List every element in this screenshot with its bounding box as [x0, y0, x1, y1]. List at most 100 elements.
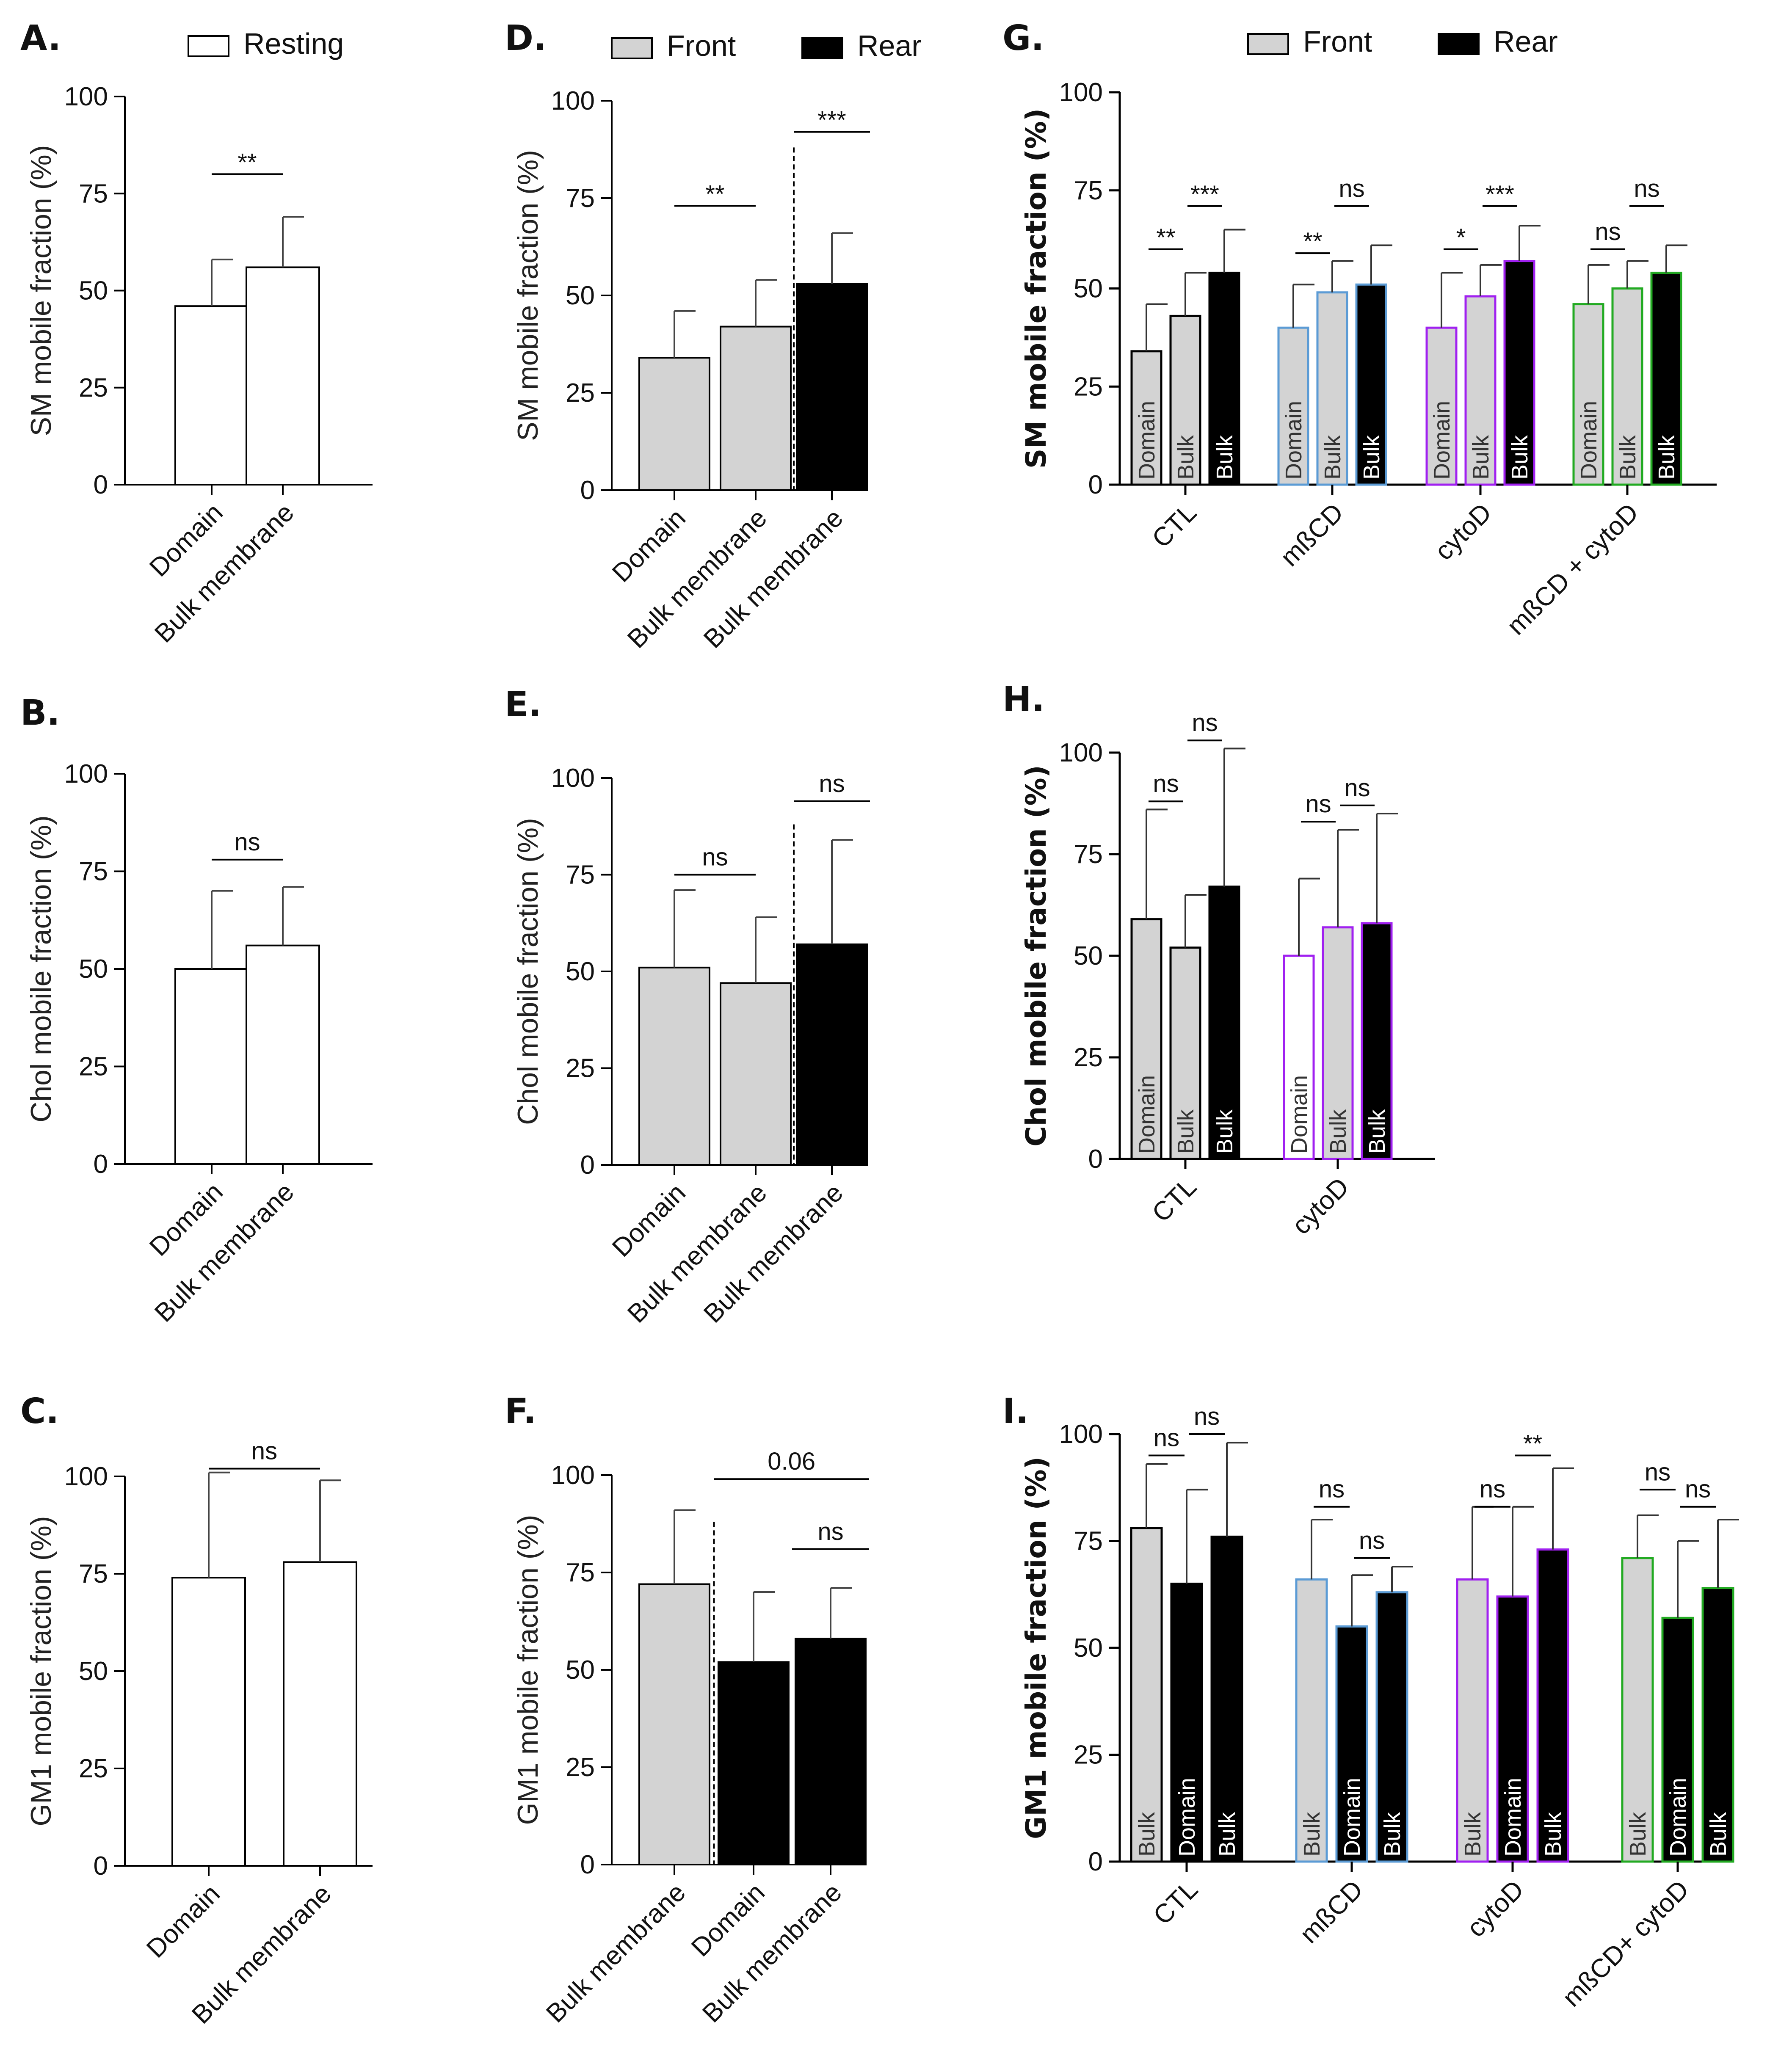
x-tick-label-i-2: cytoD — [1461, 1875, 1530, 1943]
x-tick-label-d-0: Domain — [607, 503, 691, 588]
x-tick-label-g-2: cytoD — [1429, 498, 1497, 566]
y-axis-title-h: Chol mobile fraction (%) — [1020, 765, 1052, 1147]
y-tick-label-b: 25 — [79, 1052, 108, 1081]
bar-label-h-0-1: Bulk — [1173, 1109, 1198, 1154]
sig-g-0-0-label: ** — [1156, 224, 1175, 251]
bar-e-0 — [638, 966, 710, 1166]
panel-label-b: B. — [20, 693, 60, 733]
panel-label-d: D. — [505, 18, 547, 58]
bar-g-1-0 — [1277, 326, 1309, 486]
y-axis-title-c: GM1 mobile fraction (%) — [25, 1516, 57, 1826]
bar-e-2 — [796, 943, 868, 1166]
y-axis-title-b: Chol mobile fraction (%) — [25, 815, 57, 1123]
bar-f-2 — [795, 1638, 867, 1865]
x-tick-label-e-1: Bulk membrane — [622, 1178, 773, 1329]
sig-g-2-0-label: * — [1456, 224, 1466, 251]
sig-e-1-label: ns — [819, 770, 845, 797]
sig-d-0-label: ** — [705, 180, 724, 208]
bar-g-2-0 — [1425, 326, 1458, 486]
y-tick-label-i: 0 — [1088, 1847, 1103, 1876]
x-tick-label-i-0: CTL — [1148, 1875, 1204, 1931]
bar-g-3-0 — [1572, 303, 1604, 486]
bar-e-1 — [720, 982, 792, 1166]
bar-label-i-3-0: Bulk — [1625, 1812, 1651, 1857]
x-tick-label-f-0: Bulk membrane — [541, 1878, 691, 2028]
bar-label-i-2-0: Bulk — [1460, 1812, 1486, 1857]
bar-f-0 — [638, 1583, 710, 1866]
y-tick-label-h: 75 — [1074, 840, 1103, 869]
bar-label-h-1-0: Domain — [1287, 1075, 1312, 1154]
panel-label-e: E. — [505, 684, 541, 725]
y-tick-label-i: 50 — [1074, 1633, 1103, 1663]
y-tick-label-g: 100 — [1059, 78, 1103, 107]
bar-label-i-0-1: Domain — [1174, 1778, 1200, 1857]
bar-label-i-1-0: Bulk — [1299, 1812, 1325, 1857]
bar-label-g-1-2: Bulk — [1359, 435, 1384, 480]
y-tick-label-i: 25 — [1074, 1741, 1103, 1770]
bar-i-0-2 — [1210, 1535, 1243, 1863]
y-tick-label-g: 75 — [1074, 176, 1103, 205]
panel-label-f: F. — [505, 1391, 536, 1432]
legend-swatch-g-0 — [1247, 33, 1289, 55]
sig-i-0-0-label: ns — [1154, 1424, 1179, 1452]
sig-i-2-0-label: ns — [1480, 1476, 1505, 1503]
bar-label-i-1-1: Domain — [1339, 1778, 1365, 1857]
y-tick-label-c: 75 — [79, 1559, 108, 1589]
y-tick-label-d: 25 — [566, 378, 595, 408]
sig-i-3-0-label: ns — [1645, 1458, 1671, 1486]
bar-i-2-2 — [1536, 1548, 1569, 1863]
bar-label-g-3-2: Bulk — [1654, 435, 1679, 480]
legend-label-g-0: Front — [1303, 25, 1372, 58]
legend-swatch-d-0 — [611, 37, 653, 59]
sig-d-1-label: *** — [817, 107, 846, 134]
x-tick-label-g-0: CTL — [1146, 498, 1202, 554]
y-tick-label-b: 0 — [94, 1150, 108, 1179]
panel-label-h: H. — [1002, 679, 1045, 720]
panel-label-g: G. — [1002, 18, 1044, 58]
sig-g-3-1-label: ns — [1634, 175, 1659, 202]
bar-label-i-2-1: Domain — [1500, 1778, 1526, 1857]
y-tick-label-a: 100 — [64, 82, 108, 111]
y-tick-label-b: 100 — [64, 759, 108, 789]
y-tick-label-g: 0 — [1088, 470, 1103, 499]
y-tick-label-d: 75 — [566, 184, 595, 213]
bar-label-i-0-2: Bulk — [1215, 1812, 1240, 1857]
y-tick-label-f: 100 — [551, 1461, 595, 1490]
bar-d-0 — [638, 357, 710, 491]
bar-label-h-0-2: Bulk — [1212, 1109, 1237, 1154]
legend-label-a-0: Resting — [243, 27, 344, 60]
sig-f-0-label: 0.06 — [768, 1448, 815, 1475]
y-tick-label-e: 75 — [566, 861, 595, 890]
bar-b-1 — [246, 944, 320, 1165]
x-tick-label-h-1: cytoD — [1287, 1172, 1355, 1240]
bar-d-2 — [796, 283, 868, 491]
bar-label-g-2-1: Bulk — [1468, 435, 1494, 480]
bar-a-0 — [174, 305, 249, 486]
sig-h-1-1-label: ns — [1344, 774, 1370, 802]
y-tick-label-h: 25 — [1074, 1043, 1103, 1072]
x-tick-label-c-0: Domain — [141, 1879, 226, 1964]
y-tick-label-d: 0 — [580, 476, 595, 505]
y-tick-label-b: 50 — [79, 954, 108, 984]
y-tick-label-a: 75 — [79, 179, 108, 208]
y-tick-label-i: 100 — [1059, 1420, 1103, 1449]
bar-i-1-2 — [1375, 1591, 1408, 1863]
sig-b-0-label: ns — [234, 828, 260, 856]
bar-i-2-0 — [1456, 1578, 1489, 1863]
bar-label-i-1-2: Bulk — [1380, 1812, 1405, 1857]
y-tick-label-e: 0 — [580, 1150, 595, 1180]
legend-label-d-0: Front — [667, 29, 736, 62]
bar-label-i-3-1: Domain — [1665, 1778, 1691, 1857]
x-tick-label-e-0: Domain — [607, 1178, 691, 1263]
sig-g-3-0-label: ns — [1595, 218, 1621, 246]
bar-g-0-0 — [1130, 350, 1162, 486]
x-tick-label-h-0: CTL — [1146, 1172, 1202, 1228]
sig-c-0-label: ns — [251, 1437, 277, 1465]
legend-label-d-1: Rear — [857, 29, 922, 62]
bar-label-h-1-2: Bulk — [1364, 1109, 1390, 1154]
bar-c-0 — [171, 1577, 246, 1867]
bar-h-0-1 — [1169, 946, 1201, 1160]
bar-label-g-3-0: Domain — [1576, 401, 1601, 480]
sig-h-0-0-label: ns — [1153, 770, 1179, 797]
y-tick-label-h: 0 — [1088, 1145, 1103, 1174]
